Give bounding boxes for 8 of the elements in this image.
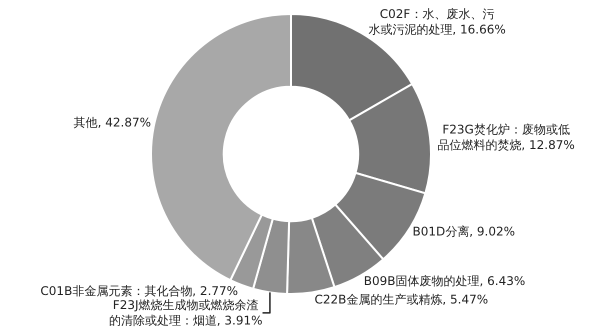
slice-label: C02F：水、废水、污水或污泥的处理, 16.66% xyxy=(368,6,506,36)
slice-label: 其他, 42.87% xyxy=(74,116,151,130)
slice-label: B09B固体废物的处理, 6.43% xyxy=(364,274,526,288)
slice-label: F23J燃烧生成物或燃烧余渣的清除或处理：烟道, 3.91% xyxy=(108,298,263,328)
slice-label: C01B非金属元素：其化合物, 2.77% xyxy=(40,284,238,298)
slice-label: F23G焚化炉：废物或低品位燃料的焚烧, 12.87% xyxy=(437,122,575,152)
slice-label: C22B金属的生产或精炼, 5.47% xyxy=(314,292,488,306)
slice-label: B01D分离, 9.02% xyxy=(412,224,516,238)
